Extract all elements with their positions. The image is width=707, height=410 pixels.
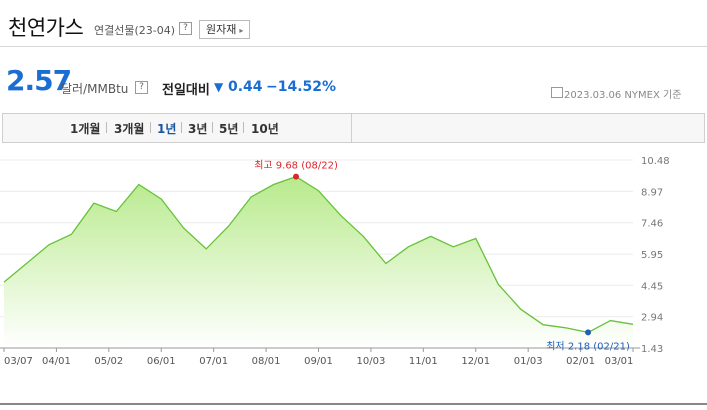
min-marker	[585, 329, 592, 336]
x-tick-label: 03/01	[605, 356, 634, 367]
x-tick-label: 08/01	[252, 356, 281, 367]
x-tick-label: 12/01	[461, 356, 490, 367]
help-icon[interactable]: ?	[179, 22, 192, 35]
x-tick-label: 11/01	[409, 356, 438, 367]
tab-divider	[243, 122, 244, 133]
x-tick-label: 07/01	[199, 356, 228, 367]
price-line	[3, 175, 634, 334]
x-tick-label: 05/02	[94, 356, 123, 367]
tab-3-months[interactable]: 3개월	[114, 122, 145, 136]
x-tick-label: 02/01	[566, 356, 595, 367]
tab-5-years[interactable]: 5년	[219, 122, 239, 136]
x-tick-label: 06/01	[147, 356, 176, 367]
unit-help-icon[interactable]: ?	[135, 81, 148, 94]
max-marker	[293, 173, 300, 180]
current-price: 2.57	[6, 64, 72, 97]
bottom-divider	[0, 403, 707, 405]
y-tick-label: 1.43	[641, 344, 663, 355]
y-tick-label: 2.94	[641, 313, 663, 324]
change-label: 전일대비	[162, 83, 210, 98]
price-chart: 10.48 8.97 7.46 5.95 4.45 2.94 1.43 03/07 04/01…	[0, 156, 670, 367]
period-tab-bar	[2, 113, 705, 143]
header-divider	[0, 46, 707, 47]
commodity-button-label: 원자재	[206, 23, 237, 36]
tab-bar-divider	[351, 113, 352, 143]
y-tick-label: 7.46	[641, 219, 663, 230]
x-tick-label: 03/07	[4, 356, 33, 367]
tab-10-years[interactable]: 10년	[251, 122, 279, 136]
page-title: 천연가스	[8, 16, 84, 40]
price-unit: 달러/MMBtu	[61, 82, 129, 96]
tab-divider	[181, 122, 182, 133]
contract-subtitle: 연결선물(23-04)	[94, 24, 176, 37]
chevron-right-icon: ▸	[239, 26, 244, 35]
commodity-button[interactable]: 원자재 ▸	[199, 20, 251, 39]
tab-divider	[150, 122, 151, 133]
y-tick-label: 4.45	[641, 281, 663, 292]
tab-divider	[106, 122, 107, 133]
calendar-icon	[551, 87, 563, 98]
tab-1-month[interactable]: 1개월	[70, 122, 101, 136]
x-tick-label: 04/01	[42, 356, 71, 367]
x-tick-label: 10/03	[357, 356, 386, 367]
min-label: 최저 2.18 (02/21)	[546, 340, 630, 352]
price-area	[4, 176, 633, 348]
y-tick-label: 10.48	[641, 156, 670, 167]
change-percent: −14.52%	[266, 79, 337, 95]
max-label: 최고 9.68 (08/22)	[254, 160, 338, 172]
change-value: 0.44	[228, 79, 263, 95]
quote-date: 2023.03.06 NYMEX 기준	[564, 90, 682, 101]
tab-1-year[interactable]: 1년	[157, 122, 177, 136]
tab-divider	[212, 122, 213, 133]
x-tick-label: 01/03	[514, 356, 543, 367]
y-tick-label: 5.95	[641, 250, 663, 261]
down-arrow-icon: ▼	[214, 80, 224, 94]
tab-3-years[interactable]: 3년	[188, 122, 208, 136]
x-tick-label: 09/01	[304, 356, 333, 367]
y-tick-label: 8.97	[641, 187, 663, 198]
